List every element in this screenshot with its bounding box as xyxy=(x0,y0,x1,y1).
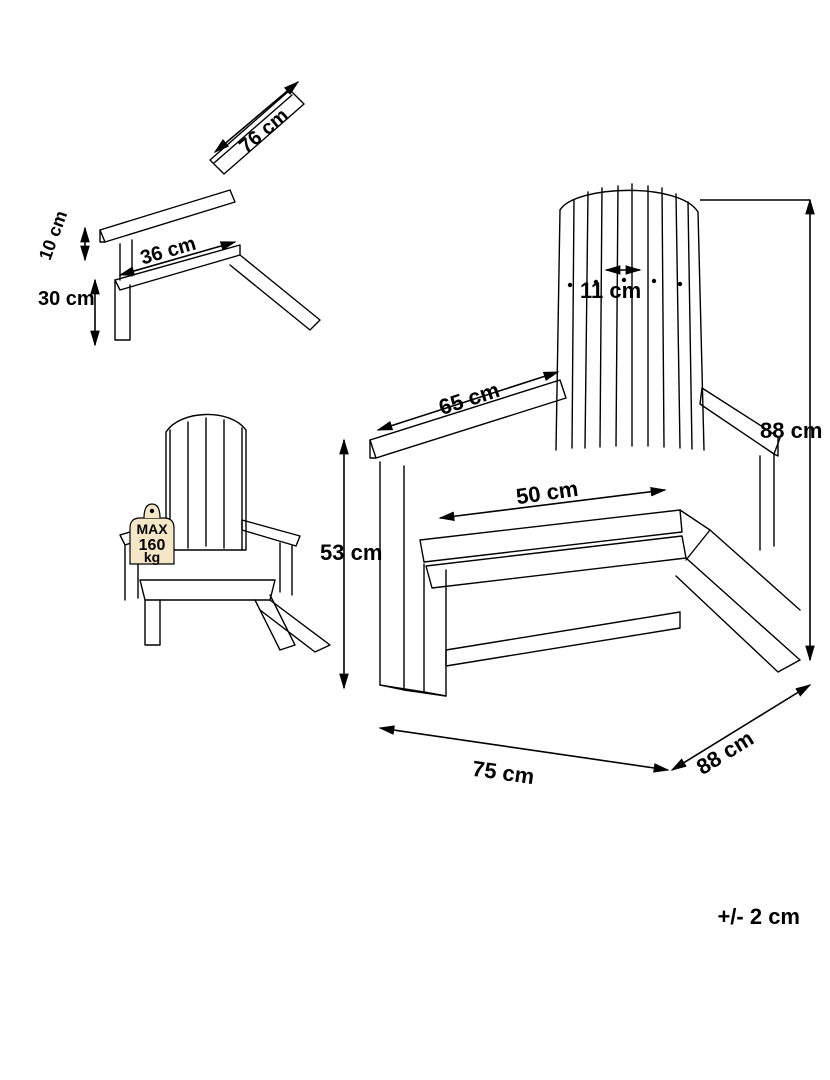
weight-view: MAX 160 kg xyxy=(120,414,330,652)
dim-slat-width: 11 cm xyxy=(580,278,641,304)
weight-unit: kg xyxy=(144,549,160,565)
dim-total-height: 88 cm xyxy=(760,418,822,444)
weight-max-label: MAX xyxy=(136,521,168,537)
dimension-diagram: MAX 160 kg xyxy=(0,0,830,1080)
dim-seat-height-side: 30 cm xyxy=(38,288,95,311)
main-view xyxy=(344,184,810,770)
tolerance-note: +/- 2 cm xyxy=(717,904,800,930)
dim-arm-height: 53 cm xyxy=(320,540,382,566)
